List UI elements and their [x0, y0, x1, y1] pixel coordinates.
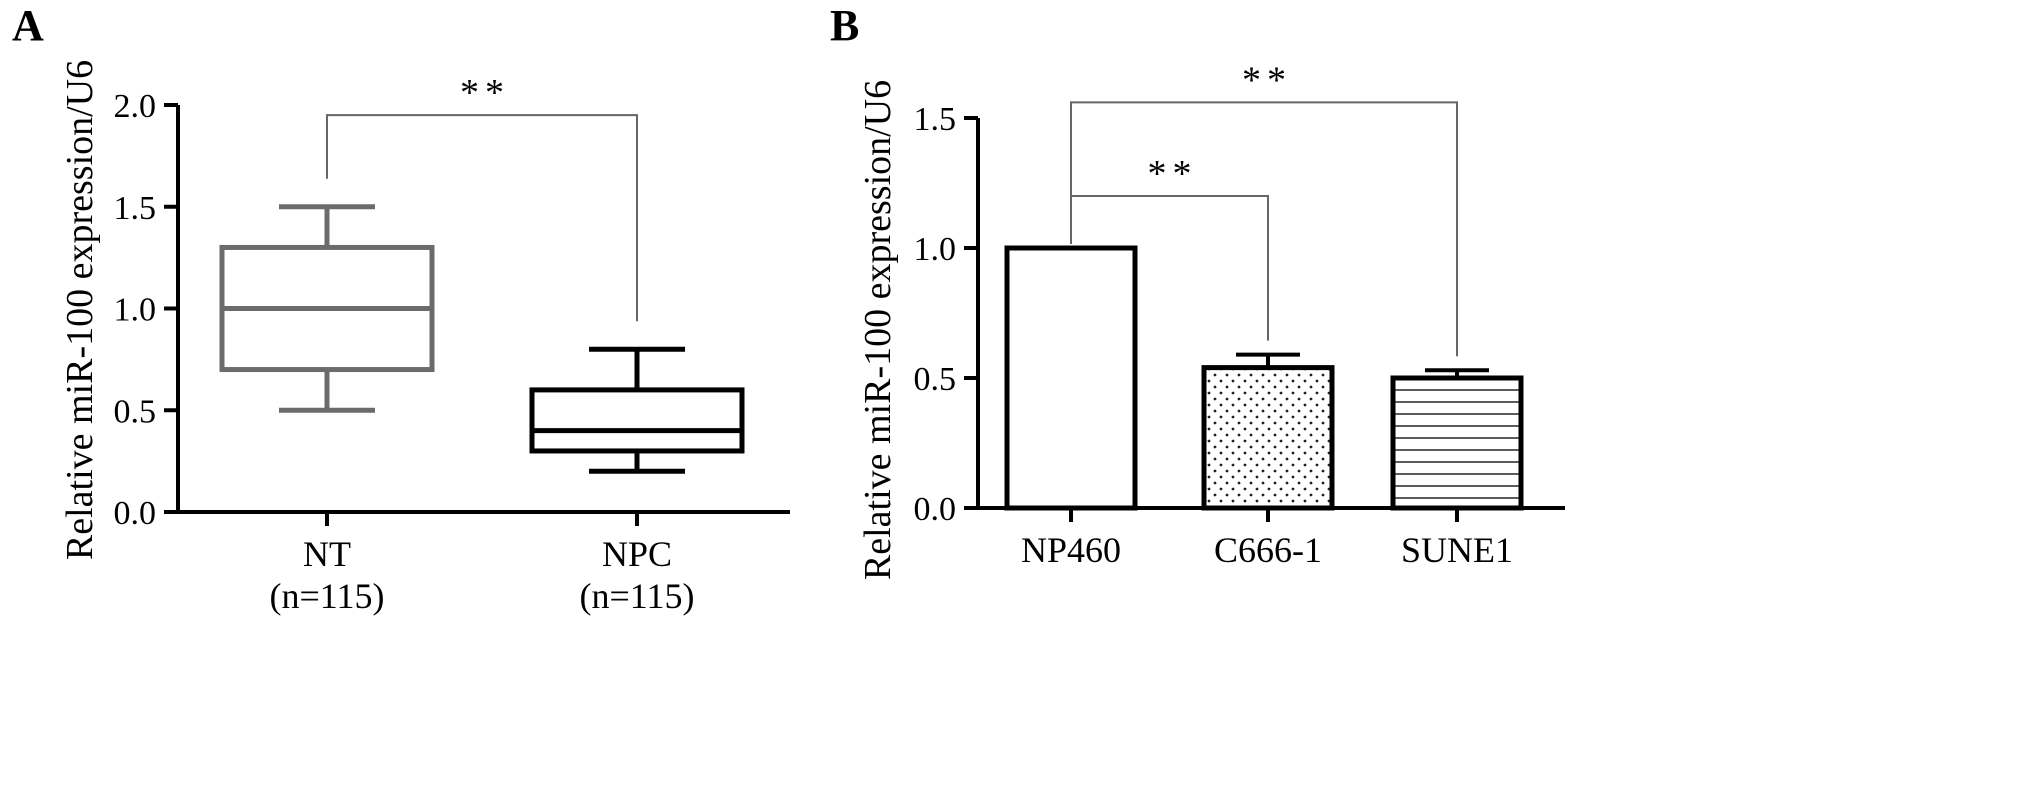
panel-b-significance-label: **: [1242, 59, 1292, 101]
panel-b-label: B: [830, 1, 859, 50]
panel-a-box-plot: A Relative miR-100 expression/U6 0.0 0.5 1…: [12, 1, 790, 616]
panel-a-category-sublabel: (n=115): [270, 576, 385, 616]
panel-b-y-ticks: 0.0 0.5 1.0 1.5: [914, 101, 978, 528]
panel-a-y-tick-label: 1.0: [114, 292, 157, 329]
panel-a-y-tick-label: 2.0: [114, 88, 157, 125]
panel-b-bar-sune1: [1390, 368, 1524, 511]
panel-a-category-label: NPC: [602, 534, 672, 574]
panel-a-categories: NT(n=115)NPC(n=115): [270, 534, 695, 616]
panel-b-bar-c666-1: [1201, 352, 1335, 511]
panel-b-bar-np460: [1004, 245, 1138, 511]
panel-b-y-tick-label: 1.5: [914, 101, 957, 138]
panel-a-category-sublabel: (n=115): [580, 576, 695, 616]
panel-b-categories: NP460 C666-1 SUNE1: [1021, 530, 1513, 570]
bar: [1004, 245, 1138, 511]
panel-b-bars: [1004, 245, 1524, 511]
panel-b-y-tick-label: 0.0: [914, 491, 957, 528]
panel-b-y-tick-label: 1.0: [914, 231, 957, 268]
bar: [1390, 375, 1524, 511]
panel-b-category-label: SUNE1: [1401, 530, 1513, 570]
panel-b-significance: ** **: [1070, 59, 1458, 357]
panel-b-significance-bracket: [1070, 101, 1458, 357]
panel-a-y-tick-label: 0.5: [114, 393, 157, 430]
panel-a-box-nt: [219, 204, 435, 413]
panel-a-y-ticks: 0.0 0.5 1.0 1.5 2.0: [114, 88, 178, 532]
panel-a-boxes: [219, 204, 745, 474]
panel-b-category-label: C666-1: [1214, 530, 1322, 570]
bar: [1201, 365, 1335, 511]
panel-a-category-label: NT: [303, 534, 351, 574]
panel-a-box-npc: [529, 346, 745, 474]
panel-a-significance-bracket: [326, 114, 638, 322]
panel-a-y-tick-label: 0.0: [114, 495, 157, 532]
panel-a-label: A: [12, 1, 44, 50]
panel-b-y-axis-title: Relative miR-100 expression/U6: [857, 80, 899, 580]
panel-a-significance-label: **: [460, 72, 510, 114]
box-iqr: [529, 387, 745, 454]
panel-a-y-axis-title: Relative miR-100 expression/U6: [59, 60, 101, 560]
panel-a-significance: **: [326, 72, 638, 322]
panel-a-y-tick-label: 1.5: [114, 190, 157, 227]
panel-b-bar-chart: B Relative miR-100 expression/U6 0.0 0.5 1…: [830, 1, 1565, 580]
panel-b-category-label: NP460: [1021, 530, 1121, 570]
panel-b-significance-label: **: [1148, 153, 1198, 195]
panel-b-y-tick-label: 0.5: [914, 361, 957, 398]
